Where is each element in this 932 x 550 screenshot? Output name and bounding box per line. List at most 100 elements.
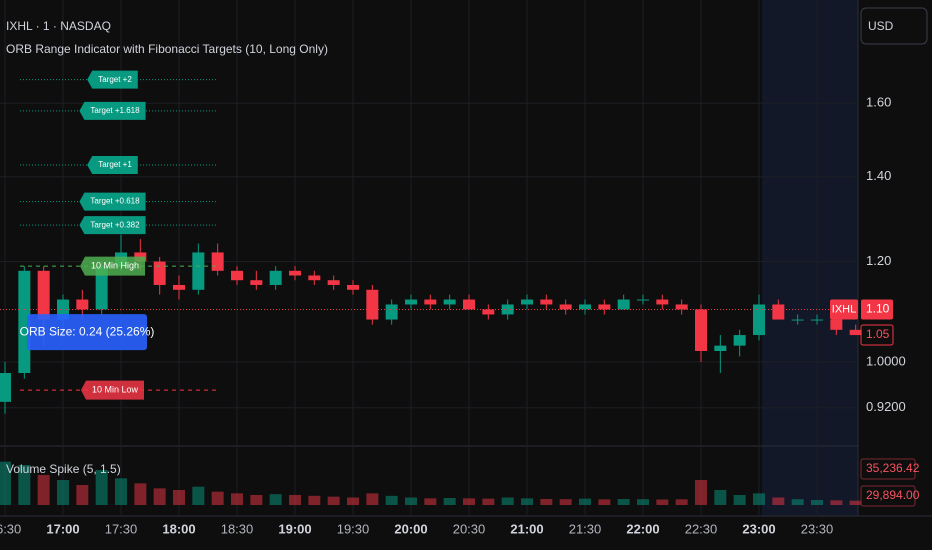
candle-body (37, 270, 50, 320)
price-tag-text: 1.10 (866, 302, 890, 316)
level-label-text: Target +1.618 (90, 106, 140, 115)
candle-body (347, 284, 359, 290)
volume-bar (134, 483, 147, 505)
level-label-text: Target +2 (98, 75, 132, 84)
level-label (79, 256, 146, 276)
volume-bar (830, 500, 843, 505)
candle-body (849, 329, 862, 336)
candle-body (753, 304, 765, 336)
level-label (79, 101, 146, 120)
candle-body (656, 299, 669, 305)
x-tick-label: 20:30 (453, 521, 486, 536)
overlay: Target +2 Target +1.618 Target +1 Target +0… (0, 70, 920, 507)
price-tag (861, 299, 893, 320)
volume-bar (385, 495, 398, 505)
candle-body (675, 304, 688, 310)
candle-body (289, 270, 301, 276)
candle-body (211, 252, 224, 271)
candle-body (269, 270, 282, 285)
candle-body (405, 299, 417, 305)
volume-bar (95, 470, 108, 505)
candle-body (153, 261, 166, 285)
x-tick-label: 21:30 (569, 521, 602, 536)
prev-tag (860, 324, 894, 346)
candle-body (0, 373, 11, 402)
volume-bar (308, 495, 321, 505)
prev-tag-text: 1.05 (866, 327, 890, 341)
candle-body (385, 304, 398, 320)
candle-body (617, 299, 630, 310)
volume-bar (695, 480, 707, 505)
level-label (80, 380, 145, 400)
candle-body (695, 309, 707, 352)
candle-body (540, 299, 553, 305)
level-label-text: 10 Min Low (92, 385, 139, 395)
volume-bar (347, 497, 359, 505)
volume-bar (115, 478, 127, 505)
candle-body (443, 299, 456, 305)
level-label-text: Target +1 (98, 160, 132, 169)
volume-bar (501, 497, 514, 505)
volume-label-box (860, 485, 916, 507)
candle-body (579, 304, 591, 310)
symbol-line: IXHL · 1 · NASDAQ (6, 19, 111, 33)
volume-bar (18, 465, 31, 505)
candle-body (811, 319, 823, 321)
y-tick-label: 1.60 (866, 95, 891, 110)
volume-bar (463, 498, 475, 505)
currency-label[interactable]: USD (868, 19, 894, 33)
y-tick-label: 1.40 (866, 168, 891, 183)
volume-label: 35,236.42 (866, 461, 920, 475)
volume-bar (598, 499, 611, 505)
level-label (87, 156, 138, 175)
volume-bar (733, 495, 746, 505)
volume-bar (366, 493, 379, 505)
x-tick-label: 19:30 (337, 521, 370, 536)
candle-body (482, 309, 495, 315)
y-tick-label: 1.0000 (866, 353, 906, 368)
volume-bar (772, 497, 785, 505)
level-label (79, 192, 146, 211)
candle-body (327, 280, 340, 285)
candle-body (95, 266, 108, 310)
y-tick-label: 0.9200 (866, 399, 906, 414)
candle-body (250, 280, 263, 285)
volume-bar (791, 499, 804, 505)
volume-bar (753, 493, 765, 505)
volume-bar (231, 493, 243, 505)
candle-body (308, 275, 321, 281)
candle-body (772, 304, 785, 320)
volume-bar (269, 494, 282, 505)
currency-button[interactable] (860, 7, 928, 45)
symbol-tag-text: IXHL (832, 303, 856, 315)
candle-body (733, 335, 746, 346)
volume-bar (0, 461, 11, 505)
volume-bar (424, 498, 437, 505)
volume-bar (811, 500, 823, 505)
candle-body (598, 304, 611, 310)
level-label-text: Target +0.618 (90, 197, 140, 206)
level-label (79, 216, 146, 235)
volume-bar (637, 499, 649, 505)
symbol-tag (830, 299, 858, 320)
candle-body (830, 319, 843, 330)
x-tick-label: 22:30 (685, 521, 718, 536)
x-tick-label: 21:00 (510, 521, 543, 536)
volume-bar (173, 490, 185, 505)
marks (0, 234, 862, 505)
orb-label: ORB Size: 0.24 (25.26%) (20, 324, 155, 338)
level-label-text: Target +0.382 (90, 220, 140, 229)
volume-bar (289, 495, 301, 505)
session-highlight (762, 0, 858, 516)
candle-body (192, 252, 205, 290)
x-tick-label: 20:00 (394, 521, 427, 536)
volume-bar (540, 499, 553, 505)
candle-body (366, 289, 379, 320)
volume-bar (405, 497, 417, 505)
volume-bar (211, 491, 224, 505)
x-tick-label: 23:00 (742, 521, 775, 536)
volume-bar (57, 480, 69, 505)
volume-bar (559, 499, 572, 505)
volume-bar (617, 499, 630, 505)
candle-body (637, 299, 649, 301)
